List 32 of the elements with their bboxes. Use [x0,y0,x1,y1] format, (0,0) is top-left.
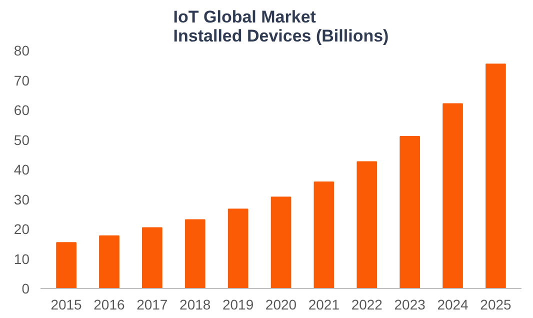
x-tick-label: 2021 [308,296,340,312]
bar [270,196,292,288]
x-tick-label: 2020 [265,296,297,312]
y-tick-label: 30 [14,191,30,208]
bar [442,103,463,288]
x-tick-label: 2019 [222,296,254,312]
y-tick-label: 0 [22,280,30,296]
x-tick-label: 2017 [136,296,168,312]
y-tick-label: 20 [14,221,30,237]
y-tick-label: 60 [14,102,30,118]
x-tick-label: 2025 [480,296,512,312]
x-tick-label: 2015 [50,296,82,312]
x-tick-label: 2022 [351,296,383,312]
x-tick-label: 2016 [94,296,125,312]
y-tick-label: 80 [14,42,30,58]
chart-title: IoT Global Market Installed Devices (Billions) [173,8,389,46]
bar [228,208,248,288]
bar [184,219,206,288]
y-tick-label: 40 [14,162,30,178]
bar [142,227,162,288]
bar [56,242,76,288]
x-tick-label: 2023 [394,296,426,312]
y-tick-label: 10 [14,250,30,267]
bar [314,181,334,288]
bar [486,64,506,288]
bar [356,161,378,288]
y-tick-label: 50 [14,132,30,148]
y-tick-label: 70 [14,72,30,88]
bar [400,136,420,288]
x-tick-label: 2024 [437,296,469,312]
x-tick-label: 2018 [180,296,211,312]
bar [99,235,120,288]
